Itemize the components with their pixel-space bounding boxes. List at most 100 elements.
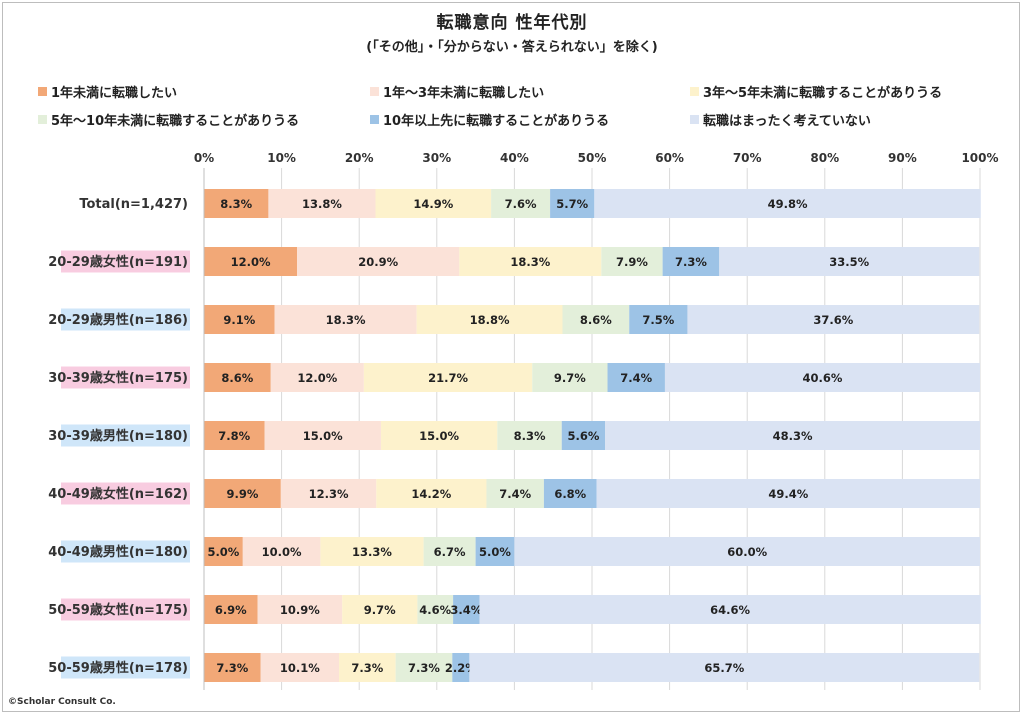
data-label: 5.0% — [207, 545, 239, 559]
bar-segment — [204, 363, 271, 392]
data-label: 7.8% — [218, 429, 250, 443]
data-label: 13.8% — [302, 197, 342, 211]
bar-segment — [339, 653, 396, 682]
legend-label: 10年以上先に転職することがありうる — [383, 114, 610, 129]
data-label: 6.9% — [215, 603, 247, 617]
bar-segment — [607, 363, 665, 392]
category-label-highlight — [61, 308, 190, 331]
legend-label: 3年～5年未満に転職することがありうる — [703, 86, 943, 101]
x-tick-label: 30% — [422, 151, 451, 165]
data-label: 60.0% — [727, 545, 767, 559]
data-label: 40.6% — [803, 371, 843, 385]
bar-segment — [594, 189, 981, 218]
category-label: Total(n=1,427) — [79, 197, 188, 212]
data-label: 64.6% — [710, 603, 750, 617]
bar-segment — [629, 305, 688, 334]
bar-segment — [204, 421, 265, 450]
data-label: 7.3% — [216, 661, 248, 675]
bar-segment — [469, 653, 980, 682]
data-label: 7.3% — [408, 661, 440, 675]
bar-segment — [605, 421, 980, 450]
legend-item-5-10yr: 5年～10年未満に転職することがありうる — [38, 110, 299, 129]
bar-segment — [204, 305, 275, 334]
chart-title: 転職意向 性年代別 — [436, 13, 588, 33]
bar-segment — [561, 421, 606, 450]
data-label: 9.7% — [364, 603, 396, 617]
bar-segment — [453, 595, 480, 624]
data-label: 18.8% — [470, 313, 510, 327]
data-label: 12.0% — [297, 371, 337, 385]
bar-segment — [562, 305, 630, 334]
data-label: 14.2% — [411, 487, 451, 501]
bar-segment — [375, 189, 492, 218]
legend-item-1-3yr: 1年～3年未満に転職したい — [370, 82, 544, 101]
data-label: 8.6% — [221, 371, 253, 385]
data-label: 14.9% — [413, 197, 453, 211]
data-label: 8.6% — [580, 313, 612, 327]
category-label-highlight — [61, 366, 190, 389]
x-tick-label: 50% — [578, 151, 607, 165]
category-label: 40-49歳女性(n=162) — [48, 486, 188, 502]
bar-segment — [423, 537, 476, 566]
data-label: 2.2% — [445, 661, 477, 675]
data-label: 10.9% — [280, 603, 320, 617]
x-tick-label: 90% — [888, 151, 917, 165]
data-label: 20.9% — [358, 255, 398, 269]
data-label: 18.3% — [326, 313, 366, 327]
bar-segment — [491, 189, 551, 218]
x-tick-label: 70% — [733, 151, 762, 165]
data-label: 7.6% — [505, 197, 537, 211]
data-label: 6.8% — [554, 487, 586, 501]
data-label: 7.4% — [499, 487, 531, 501]
bar-segment — [497, 421, 562, 450]
bar-segment — [270, 363, 364, 392]
bar-segment — [380, 421, 498, 450]
legend-swatch — [38, 115, 47, 124]
bar-segment — [274, 305, 417, 334]
category-label-highlight — [61, 656, 190, 679]
bar-segment — [242, 537, 321, 566]
legend-label: 1年～3年未満に転職したい — [383, 86, 545, 101]
data-label: 33.5% — [829, 255, 869, 269]
x-tick-label: 0% — [194, 151, 214, 165]
category-label: 30-39歳女性(n=175) — [48, 370, 188, 386]
bar-segment — [452, 653, 470, 682]
data-label: 10.1% — [280, 661, 320, 675]
category-label: 20-29歳男性(n=186) — [48, 312, 188, 328]
data-label: 8.3% — [514, 429, 546, 443]
bar-segment — [204, 537, 243, 566]
bar-segment — [260, 653, 340, 682]
legend-swatch — [690, 87, 699, 96]
data-label: 13.3% — [352, 545, 392, 559]
category-label: 30-39歳男性(n=180) — [48, 428, 188, 444]
data-label: 12.3% — [309, 487, 349, 501]
bar-segment — [297, 247, 460, 276]
bar-segment — [204, 189, 269, 218]
legend-label: 転職はまったく考えていない — [703, 114, 871, 129]
data-label: 9.9% — [226, 487, 258, 501]
bar-segment — [601, 247, 663, 276]
data-label: 21.7% — [428, 371, 468, 385]
bar-segment — [204, 479, 281, 508]
bar-segment — [664, 363, 980, 392]
x-tick-label: 20% — [345, 151, 374, 165]
legend-item-3-5yr: 3年～5年未満に転職することがありうる — [690, 82, 942, 101]
bar-segment — [363, 363, 533, 392]
bar-segment — [459, 247, 602, 276]
data-label: 6.7% — [434, 545, 466, 559]
legend-item-not-considering: 転職はまったく考えていない — [690, 110, 871, 129]
bar-segment — [268, 189, 376, 218]
legend-swatch — [370, 87, 379, 96]
bar-segment — [596, 479, 980, 508]
bar-segment — [257, 595, 343, 624]
bar-segment — [342, 595, 418, 624]
bar-segment — [204, 247, 298, 276]
category-label-highlight — [61, 540, 190, 563]
data-label: 49.8% — [768, 197, 808, 211]
category-label: 50-59歳男性(n=178) — [48, 660, 188, 676]
bar-segment — [280, 479, 377, 508]
category-label-highlight — [61, 482, 190, 505]
data-label: 12.0% — [231, 255, 271, 269]
legend-label: 1年未満に転職したい — [51, 86, 178, 101]
bar-segment — [264, 421, 381, 450]
